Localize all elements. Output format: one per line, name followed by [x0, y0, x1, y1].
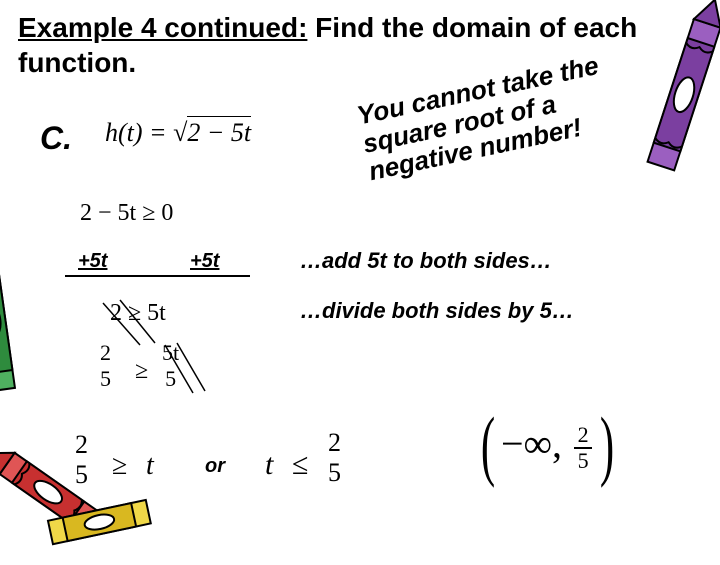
title-underlined: Example 4 continued: — [18, 12, 307, 43]
interval-fraction: 25 — [574, 424, 592, 472]
le-symbol: ≤ — [292, 448, 308, 482]
fraction-2-over-5-a: 2 5 — [100, 340, 111, 392]
function-c: h(t) = √2 − 5t — [105, 118, 251, 148]
crayon-yellow-icon — [40, 485, 160, 565]
neg-infinity: −∞, — [501, 421, 572, 466]
step-hint-2: …divide both sides by 5… — [300, 298, 574, 324]
fraction-2-over-5-c: 2 5 — [328, 428, 341, 488]
variable-t-a: t — [146, 450, 154, 482]
crayon-green-icon — [0, 240, 30, 410]
crayon-purple-icon — [640, 0, 720, 200]
add-5t-left: +5t — [78, 250, 107, 273]
add-5t-right: +5t — [190, 250, 219, 273]
step-divider — [65, 275, 250, 277]
scratch-lines-2 — [155, 335, 215, 405]
variable-t-b: t — [265, 448, 273, 482]
ge-symbol-2: ≥ — [112, 450, 127, 482]
step-hint-1: …add 5t to both sides… — [300, 248, 552, 274]
or-label: or — [205, 455, 225, 478]
ge-symbol-1: ≥ — [135, 358, 148, 385]
inequality-1: 2 − 5t ≥ 0 — [80, 200, 173, 227]
interval-notation: (−∞, 25) — [475, 420, 620, 472]
label-c: C. — [40, 120, 72, 157]
